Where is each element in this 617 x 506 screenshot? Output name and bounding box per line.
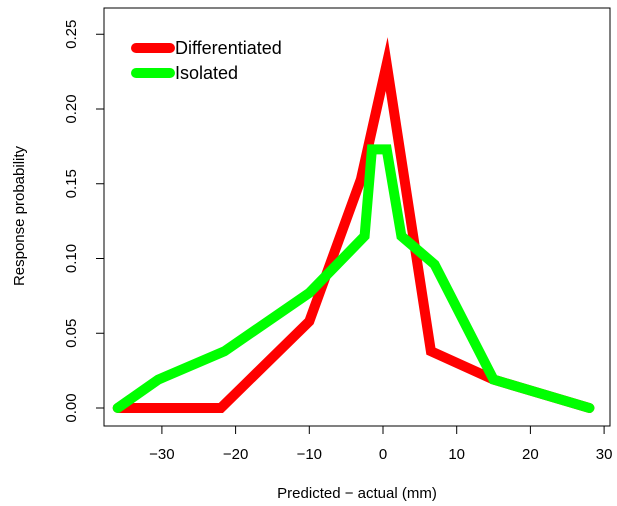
series-line-isolated bbox=[112, 144, 595, 413]
legend: Differentiated Isolated bbox=[131, 38, 282, 83]
y-tick-label: 0.05 bbox=[63, 319, 80, 348]
series-group bbox=[112, 37, 595, 413]
legend-label: Isolated bbox=[175, 63, 238, 83]
x-tick-label: 20 bbox=[522, 446, 539, 463]
x-tick-label: 0 bbox=[379, 446, 387, 463]
x-axis-label: Predicted − actual (mm) bbox=[277, 485, 437, 502]
series-line-differentiated bbox=[112, 37, 595, 413]
x-tick-label: 10 bbox=[448, 446, 465, 463]
y-tick-label: 0.15 bbox=[63, 169, 80, 198]
y-tick-label: 0.10 bbox=[63, 244, 80, 273]
x-tick-label: 30 bbox=[596, 446, 613, 463]
x-tick-label: −30 bbox=[149, 446, 174, 463]
y-tick-label: 0.20 bbox=[63, 94, 80, 123]
legend-label: Differentiated bbox=[175, 38, 282, 58]
y-tick-label: 0.25 bbox=[63, 20, 80, 49]
axes: −30 −20 −10 0 10 20 30 0.00 0.05 0.10 0.15 0.20 0.25 bbox=[63, 20, 612, 463]
y-axis-label: Response probability bbox=[11, 145, 28, 286]
y-tick-label: 0.00 bbox=[63, 393, 80, 422]
x-tick-label: −20 bbox=[223, 446, 248, 463]
x-tick-label: −10 bbox=[297, 446, 322, 463]
